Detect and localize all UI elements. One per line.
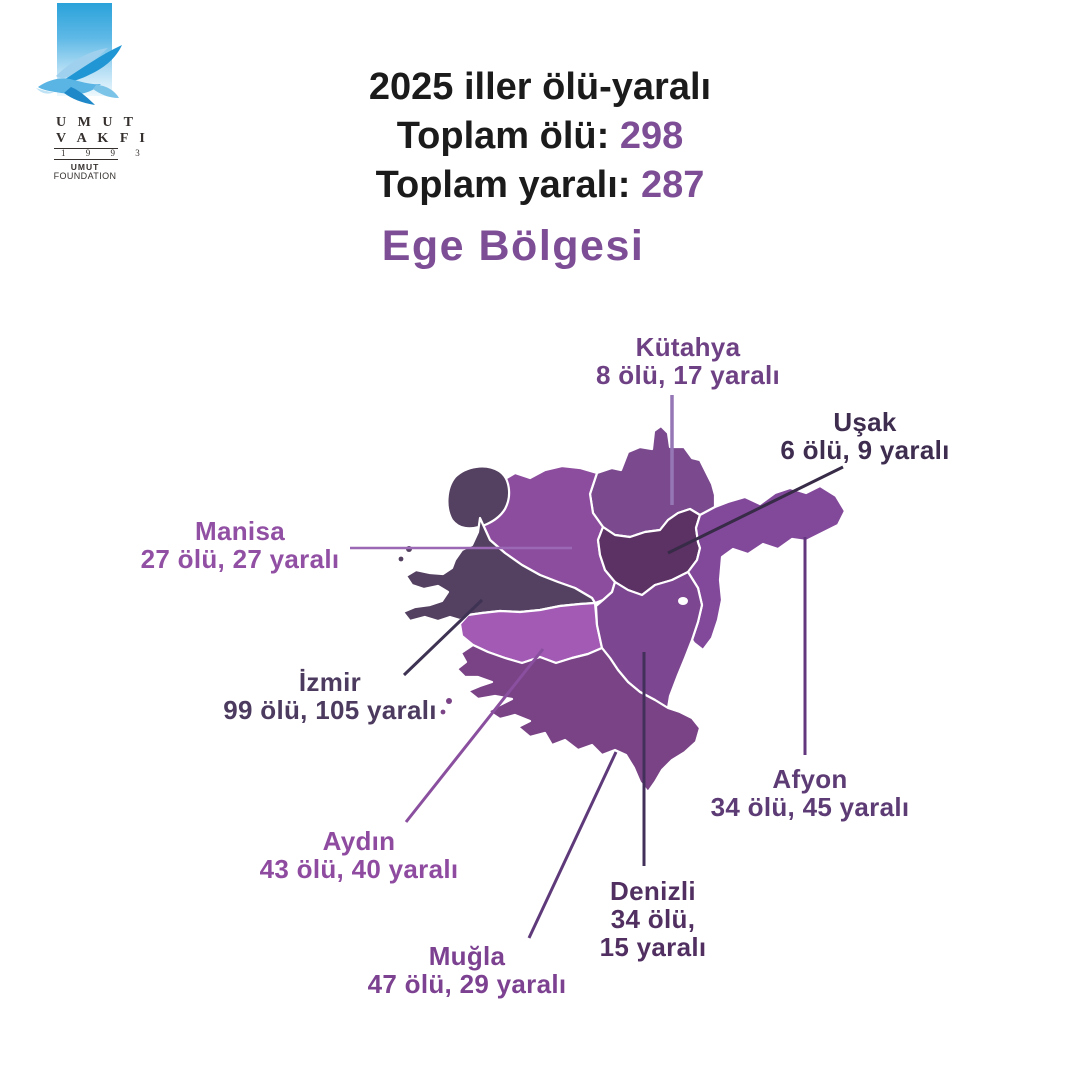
label-denizli-stats2: 15 yaralı xyxy=(599,932,707,962)
logo-rule-bottom xyxy=(54,159,118,160)
region-title: Ege Bölgesi xyxy=(381,222,645,270)
mugla-island xyxy=(440,709,446,715)
label-denizli: Denizli 34 ölü, 15 yaralı xyxy=(600,877,707,961)
izmir-island xyxy=(398,556,404,562)
label-mugla-stats: 47 ölü, 29 yaralı xyxy=(367,969,567,999)
label-usak-stats: 6 ölü, 9 yaralı xyxy=(780,435,950,465)
mugla-island xyxy=(446,698,452,704)
label-aydin: Aydın 43 ölü, 40 yaralı xyxy=(260,827,459,883)
mugla-leader-line xyxy=(527,751,618,939)
total-dead-label: Toplam ölü: xyxy=(396,115,610,157)
label-kutahya-stats: 8 ölü, 17 yaralı xyxy=(595,360,781,390)
logo-text-umut: U M U T xyxy=(56,115,138,130)
province-afyon-shape xyxy=(686,484,847,652)
label-kutahya: Kütahya 8 ölü, 17 yaralı xyxy=(596,333,780,389)
label-izmir-stats: 99 ölü, 105 yaralı xyxy=(223,695,437,725)
label-izmir-name: İzmir xyxy=(298,667,362,697)
aydin-leader-line xyxy=(404,648,545,823)
usak-leader-line xyxy=(667,465,844,555)
province-izmir-north-shape xyxy=(446,465,511,530)
logo-text-foundation: FOUNDATION xyxy=(53,171,117,181)
logo-text-year: 1 9 9 3 xyxy=(61,148,149,158)
logo-rule-top xyxy=(54,148,118,149)
label-usak: Uşak 6 ölü, 9 yaralı xyxy=(780,408,949,464)
izmir-leader-line xyxy=(402,598,484,677)
lake xyxy=(780,552,794,562)
label-afyon: Afyon 34 ölü, 45 yaralı xyxy=(711,765,910,821)
label-mugla-name: Muğla xyxy=(428,941,506,971)
dove-icon xyxy=(36,45,122,105)
label-manisa: Manisa 27 ölü, 27 yaralı xyxy=(141,517,340,573)
label-kutahya-name: Kütahya xyxy=(635,332,741,362)
label-mugla: Muğla 47 ölü, 29 yaralı xyxy=(368,942,567,998)
total-injured-line: Toplam yaralı: 287 xyxy=(0,164,1080,207)
label-manisa-name: Manisa xyxy=(195,516,285,546)
label-aydin-name: Aydın xyxy=(322,826,396,856)
label-denizli-stats1: 34 ölü, xyxy=(610,904,696,934)
label-afyon-stats: 34 ölü, 45 yaralı xyxy=(710,792,910,822)
page-title: 2025 iller ölü-yaralı xyxy=(368,66,712,108)
label-afyon-name: Afyon xyxy=(772,764,848,794)
label-denizli-name: Denizli xyxy=(610,876,696,906)
label-aydin-stats: 43 ölü, 40 yaralı xyxy=(259,854,459,884)
total-injured-value: 287 xyxy=(640,164,705,206)
total-dead-value: 298 xyxy=(619,115,684,157)
label-usak-name: Uşak xyxy=(833,407,897,437)
logo-text-umut-en: UMUT xyxy=(70,162,100,172)
label-manisa-stats: 27 ölü, 27 yaralı xyxy=(140,544,340,574)
label-izmir: İzmir 99 ölü, 105 yaralı xyxy=(223,668,437,724)
total-injured-label: Toplam yaralı: xyxy=(375,164,631,206)
umut-foundation-logo: U M U T V A K F I 1 9 9 3 UMUT FOUNDATIO… xyxy=(36,0,170,195)
total-dead-line: Toplam ölü: 298 xyxy=(0,115,1080,158)
lake xyxy=(678,597,688,605)
